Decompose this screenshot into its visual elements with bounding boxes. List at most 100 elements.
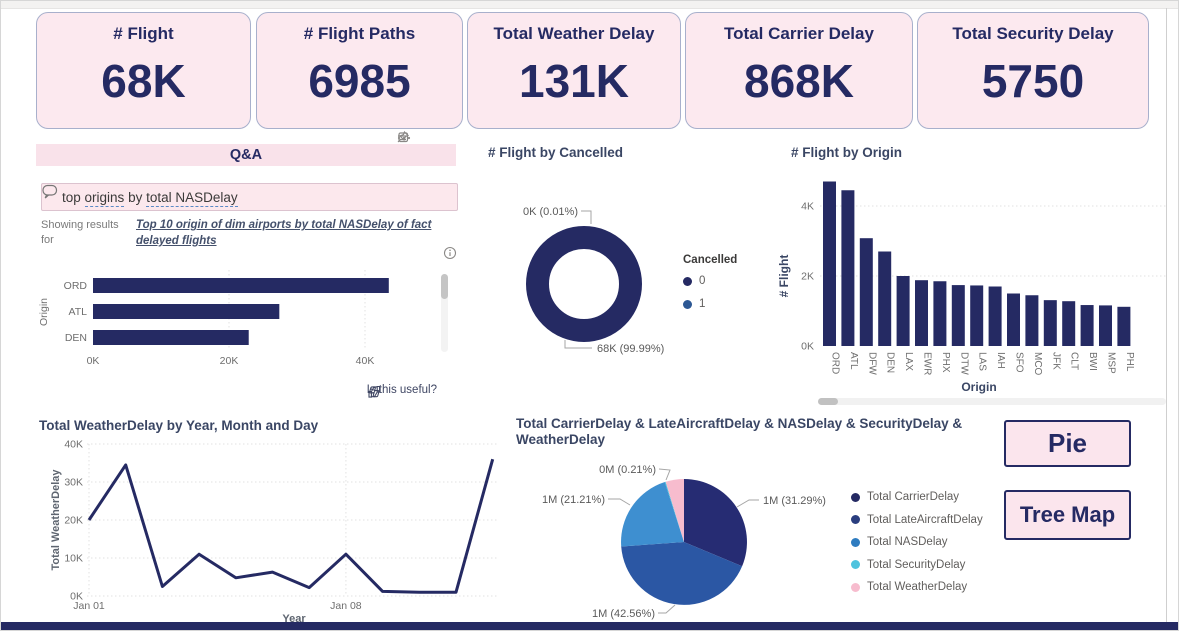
origin-bar-PHL[interactable] bbox=[1117, 306, 1131, 346]
legend-item-weatherdelay[interactable]: Total WeatherDelay bbox=[851, 581, 983, 593]
origin-bar-DFW[interactable] bbox=[859, 238, 873, 346]
kpi-value: 868K bbox=[744, 55, 854, 107]
scrollbar-thumb[interactable] bbox=[818, 398, 838, 405]
svg-text:30K: 30K bbox=[64, 477, 83, 489]
svg-text:Origin: Origin bbox=[38, 298, 50, 326]
pie-slice-total-nasdelay[interactable] bbox=[621, 482, 684, 547]
svg-text:DEN: DEN bbox=[885, 352, 896, 373]
svg-text:1M (21.21%): 1M (21.21%) bbox=[542, 494, 605, 506]
origin-bar-ATL[interactable] bbox=[841, 190, 855, 346]
qa-term-origins: origins bbox=[84, 189, 125, 207]
origin-bar-IAH[interactable] bbox=[988, 286, 1002, 347]
legend-item-cancelled-1[interactable]: 1 bbox=[683, 298, 737, 310]
cancelled-donut-chart[interactable]: 0K (0.01%) 68K (99.99%) bbox=[471, 139, 771, 385]
pie-slice-total-weatherdelay[interactable] bbox=[665, 479, 684, 542]
qa-question-text: top origins by total NASDelay bbox=[62, 189, 238, 207]
qa-chart-scrollbar[interactable] bbox=[441, 274, 448, 352]
legend-title: Cancelled bbox=[683, 254, 738, 266]
svg-text:ORD: ORD bbox=[64, 280, 88, 292]
delays-pie-chart[interactable]: 1M (31.29%) 1M (42.56%) 1M (21.21%) 0M (0.2… bbox=[509, 412, 987, 626]
svg-text:IAH: IAH bbox=[995, 352, 1006, 369]
origin-bar-EWR[interactable] bbox=[915, 280, 928, 346]
weatherdelay-line-chart[interactable]: 0K 10K 20K 30K 40K Jan 01 Jan 08 Total WeatherD… bbox=[29, 412, 509, 625]
chart-title: Total WeatherDelay by Year, Month and Da… bbox=[39, 418, 319, 433]
donut-ring-cancelled-0[interactable] bbox=[526, 226, 642, 342]
origin-bar-LAX[interactable] bbox=[896, 276, 910, 346]
origin-chart-scrollbar[interactable] bbox=[818, 398, 1166, 405]
qa-bar-ATL[interactable] bbox=[93, 304, 280, 319]
origin-bar-MSP[interactable] bbox=[1099, 305, 1112, 346]
svg-text:JFK: JFK bbox=[1050, 352, 1061, 370]
kpi-card-security-delay: Total Security Delay 5750 bbox=[917, 12, 1149, 129]
svg-text:LAX: LAX bbox=[903, 352, 914, 371]
kpi-value: 6985 bbox=[308, 55, 411, 107]
origin-bar-DEN[interactable] bbox=[878, 251, 892, 347]
origin-bar-CLT[interactable] bbox=[1062, 301, 1076, 346]
origin-bar-BWI[interactable] bbox=[1080, 305, 1094, 346]
legend-dot bbox=[851, 560, 860, 569]
origin-bar-DTW[interactable] bbox=[951, 285, 965, 346]
chart-title: # Flight by Cancelled bbox=[488, 145, 624, 160]
qa-question-input[interactable]: top origins by total NASDelay bbox=[41, 183, 458, 211]
qa-bar-ORD[interactable] bbox=[93, 278, 389, 293]
svg-text:Origin: Origin bbox=[961, 380, 996, 394]
pie-slice-total-lateaircraftdelay[interactable] bbox=[621, 542, 743, 605]
pie-slice-total-securitydelay[interactable] bbox=[664, 481, 684, 542]
svg-text:ATL: ATL bbox=[69, 306, 88, 318]
qa-bar-chart[interactable]: 0K 20K 40K ORD ATL DEN Origin bbox=[31, 266, 461, 378]
legend-item-nasdelay[interactable]: Total NASDelay bbox=[851, 536, 983, 548]
flight-by-origin-visual: # Flight by Origin 0K 2K 4K ORD ATL DFW DEN LAX… bbox=[774, 139, 1168, 411]
origin-bar-PHX[interactable] bbox=[933, 281, 947, 346]
svg-text:# Flight: # Flight bbox=[777, 255, 791, 298]
qa-visual: Q&A top origins by total NASDelay Showin… bbox=[31, 130, 461, 407]
svg-text:MSP: MSP bbox=[1106, 352, 1117, 374]
pie-slice-total-carrierdelay[interactable] bbox=[684, 479, 747, 567]
scrollbar-thumb[interactable] bbox=[441, 274, 448, 299]
svg-text:4K: 4K bbox=[801, 201, 814, 213]
svg-text:Jan 08: Jan 08 bbox=[330, 600, 362, 612]
qa-term-nasdelay: total NASDelay bbox=[146, 189, 238, 207]
svg-text:DEN: DEN bbox=[65, 332, 87, 344]
svg-text:1M (42.56%): 1M (42.56%) bbox=[592, 608, 655, 620]
svg-text:ORD: ORD bbox=[830, 352, 841, 374]
svg-text:DTW: DTW bbox=[958, 352, 969, 375]
svg-text:SFO: SFO bbox=[1014, 352, 1025, 373]
origin-bar-JFK[interactable] bbox=[1043, 300, 1057, 346]
kpi-value: 5750 bbox=[981, 55, 1085, 107]
svg-text:Total WeatherDelay: Total WeatherDelay bbox=[50, 469, 62, 571]
canvas-right-border bbox=[1166, 8, 1167, 622]
donut-legend: Cancelled 0 1 bbox=[683, 254, 737, 321]
origin-bar-SFO[interactable] bbox=[1007, 293, 1020, 347]
svg-text:20K: 20K bbox=[64, 515, 83, 527]
origin-bar-ORD[interactable] bbox=[823, 181, 836, 347]
svg-text:EWR: EWR bbox=[922, 352, 933, 375]
kpi-title: Total Carrier Delay bbox=[724, 24, 874, 43]
origin-bar-LAS[interactable] bbox=[970, 285, 984, 346]
treemap-nav-button[interactable]: Tree Map bbox=[1004, 490, 1131, 540]
kpi-title: # Flight Paths bbox=[303, 24, 416, 43]
kpi-title: Total Weather Delay bbox=[493, 24, 655, 43]
svg-text:ATL: ATL bbox=[848, 352, 859, 370]
pie-nav-button[interactable]: Pie bbox=[1004, 420, 1131, 467]
pie-legend: Total CarrierDelay Total LateAircraftDel… bbox=[851, 491, 983, 604]
top-strip bbox=[1, 1, 1178, 9]
visual-hover-toolbar bbox=[396, 130, 456, 143]
legend-dot bbox=[851, 515, 860, 524]
legend-item-securitydelay[interactable]: Total SecurityDelay bbox=[851, 559, 983, 571]
chart-title: Total CarrierDelay & LateAircraftDelay &… bbox=[516, 416, 963, 447]
svg-text:MCO: MCO bbox=[1032, 352, 1043, 376]
legend-dot bbox=[851, 537, 860, 547]
origin-bar-chart[interactable]: 0K 2K 4K ORD ATL DFW DEN LAX EWR PHX DTW LAS IAH SFO M… bbox=[774, 139, 1168, 397]
legend-item-carrierdelay[interactable]: Total CarrierDelay bbox=[851, 491, 983, 503]
legend-item-lateaircraftdelay[interactable]: Total LateAircraftDelay bbox=[851, 514, 983, 526]
svg-text:CLT: CLT bbox=[1069, 352, 1080, 370]
legend-item-cancelled-0[interactable]: 0 bbox=[683, 275, 737, 287]
svg-text:0M (0.21%): 0M (0.21%) bbox=[599, 464, 656, 476]
qa-bar-DEN[interactable] bbox=[93, 330, 249, 345]
weatherdelay-line[interactable] bbox=[87, 458, 495, 594]
svg-text:0K: 0K bbox=[801, 341, 814, 353]
qa-result-link[interactable]: Top 10 origin of dim airports by total N… bbox=[136, 219, 432, 247]
weatherdelay-line-visual: Total WeatherDelay by Year, Month and Da… bbox=[29, 412, 509, 625]
origin-bar-MCO[interactable] bbox=[1025, 295, 1039, 346]
